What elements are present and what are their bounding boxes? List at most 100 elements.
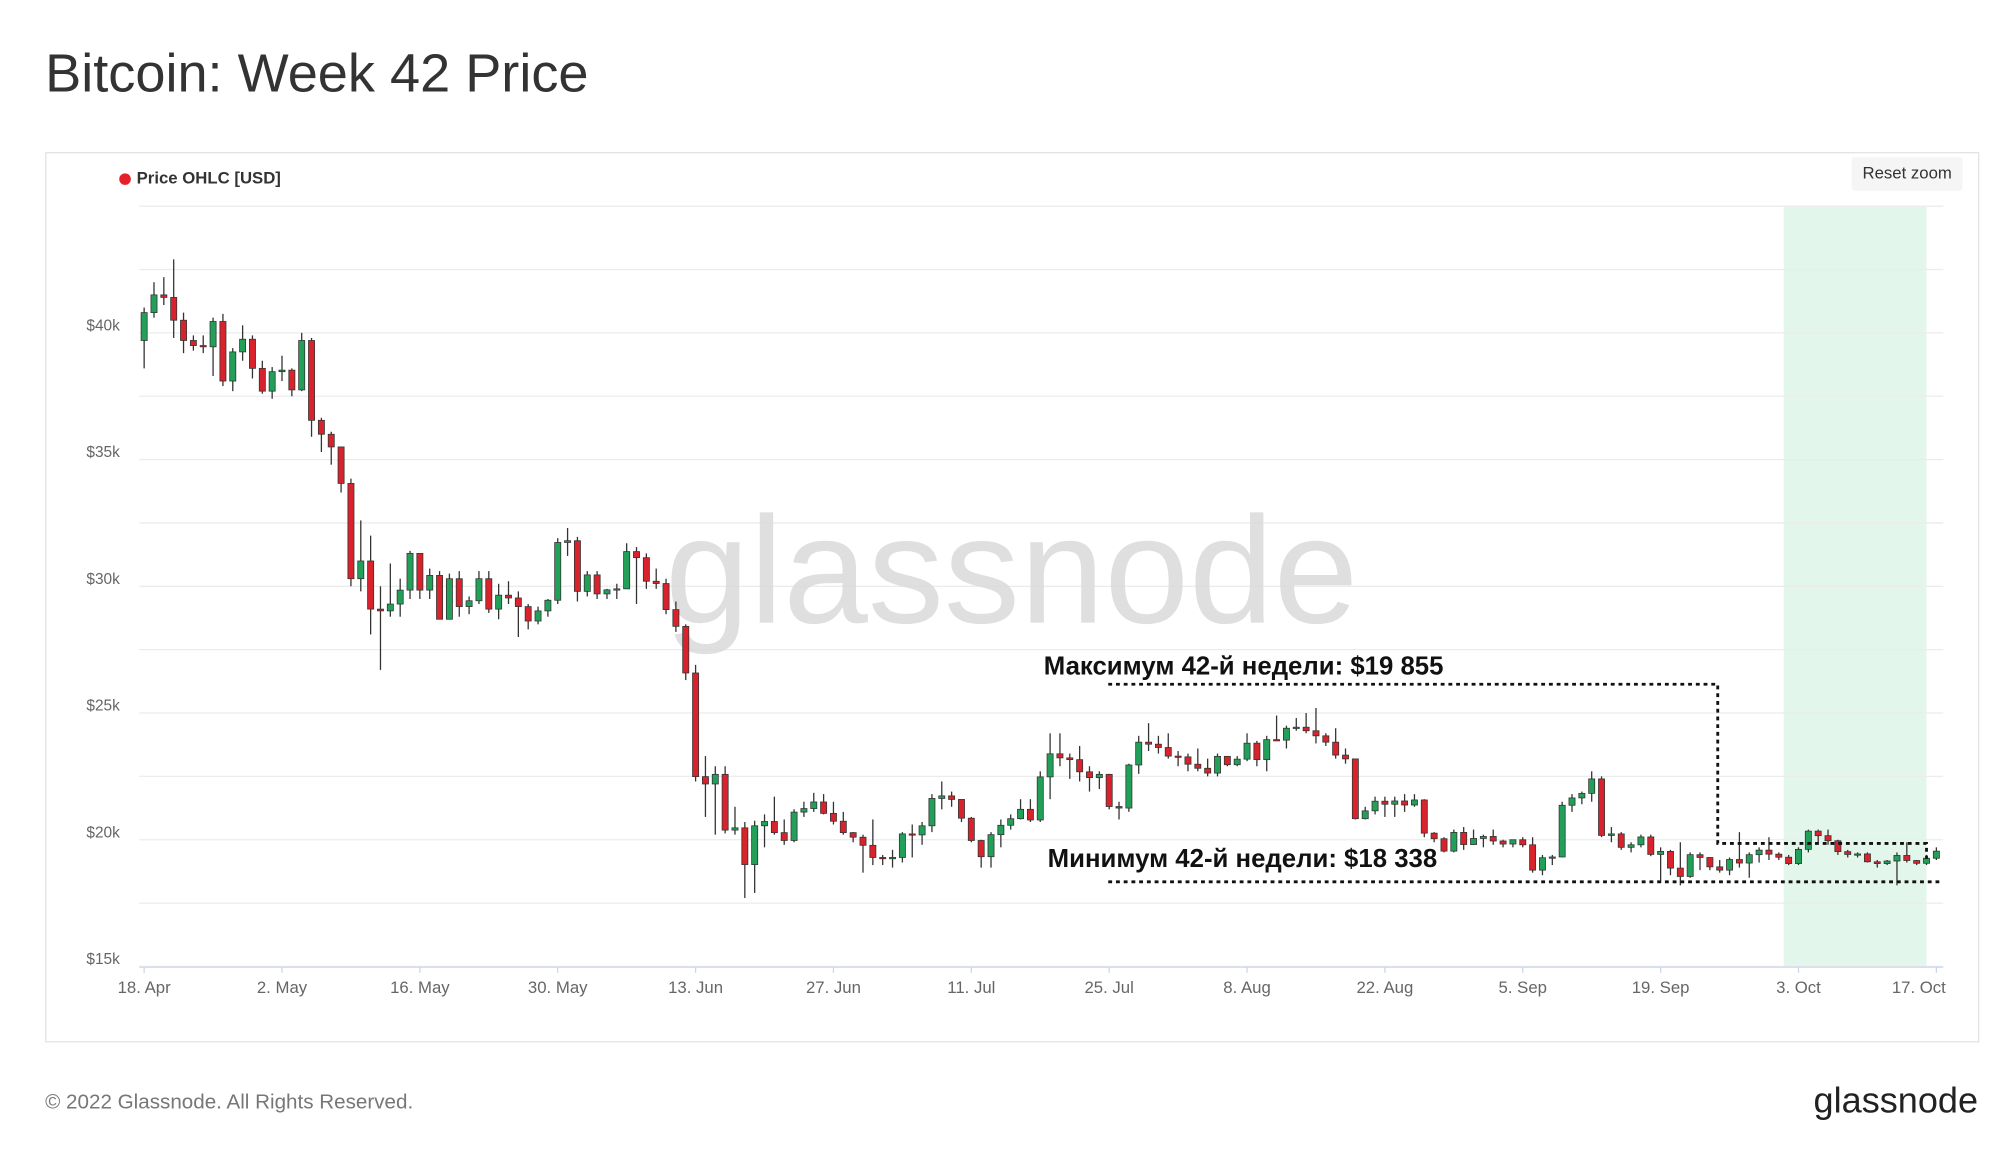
candle-body (1361, 810, 1369, 820)
candle-body (711, 773, 719, 785)
annotation-line (1108, 682, 1928, 859)
candle-body (1450, 831, 1458, 852)
candle-body (1824, 835, 1832, 842)
candle-body (1923, 857, 1930, 864)
candle-body (1873, 861, 1881, 864)
candle-body (1676, 867, 1684, 877)
candle-body (859, 836, 867, 846)
candle-body (150, 294, 158, 313)
candle-body (1489, 836, 1497, 842)
candle-body (199, 345, 207, 348)
candle-body (170, 297, 178, 321)
candle-body (1263, 739, 1271, 761)
candle-body (721, 773, 729, 831)
candle-body (879, 857, 887, 860)
candle-body (849, 832, 857, 838)
candle-body (396, 589, 404, 605)
candle-body (524, 606, 532, 622)
candle-body (1391, 800, 1399, 805)
candle-body (258, 367, 266, 392)
candle-body (1509, 839, 1517, 845)
candle-body (761, 821, 768, 827)
candle-body (1657, 851, 1665, 855)
candle-body (1056, 753, 1064, 759)
x-tick-label: 22. Aug (1356, 978, 1413, 997)
candle-body (623, 551, 631, 590)
candle-body (495, 594, 503, 610)
x-tick-label: 5. Sep (1499, 978, 1547, 997)
candle-body (426, 575, 434, 591)
candle-body (1795, 848, 1802, 864)
candle-body (445, 578, 453, 620)
x-tick-label: 25. Jul (1085, 978, 1134, 997)
candle-body (1667, 851, 1674, 869)
candle-body (908, 833, 916, 836)
candle-body (288, 369, 296, 391)
candle-body (160, 294, 168, 298)
candle-body (189, 340, 197, 346)
candle-body (1844, 851, 1852, 855)
candle-body (377, 608, 384, 612)
candle-body (1539, 857, 1546, 871)
candle-body (1637, 836, 1645, 846)
candle-body (1903, 855, 1911, 861)
candle-body (229, 351, 237, 382)
candle-body (958, 799, 965, 819)
candle-body (1627, 844, 1635, 848)
y-tick-label: $25k (86, 698, 120, 715)
legend-label[interactable]: Price OHLC [USD] (137, 169, 281, 188)
candle-body (820, 801, 828, 814)
candle-body (938, 795, 946, 799)
x-tick-label: 11. Jul (947, 978, 995, 997)
candle-body (780, 832, 788, 841)
candle-body (249, 338, 256, 369)
candle-body (1194, 763, 1202, 769)
candle-body (1686, 854, 1694, 877)
candle-body (1007, 818, 1015, 826)
x-tick-label: 3. Oct (1776, 978, 1821, 997)
candle-body (1647, 836, 1655, 855)
candle-body (1785, 856, 1793, 864)
candle-body (1499, 840, 1507, 845)
candle-body (1204, 767, 1212, 774)
candle-body (1932, 850, 1940, 859)
annotation-label: Минимум 42-й недели: $18 338 (1048, 845, 1438, 873)
candle-body (416, 552, 424, 591)
x-tick-label: 16. May (390, 978, 450, 997)
candle-body (741, 827, 749, 865)
y-tick-label: $30k (86, 571, 120, 588)
candle-body (918, 825, 926, 836)
footer-logo: glassnode (1814, 1080, 1978, 1121)
candle-body (1470, 838, 1477, 845)
x-tick-label: 19. Sep (1632, 978, 1690, 997)
candle-body (505, 594, 512, 599)
legend-marker (119, 173, 131, 185)
candle-body (1026, 808, 1034, 821)
y-tick-label: $20k (86, 824, 120, 841)
y-tick-label: $35k (86, 444, 120, 461)
candle-body (1883, 860, 1891, 864)
candle-body (1411, 799, 1418, 806)
candle-body (1617, 833, 1625, 848)
candle-body (1086, 771, 1093, 779)
x-tick-label: 30. May (528, 978, 588, 997)
candle-body (534, 610, 542, 622)
candle-body (1716, 866, 1724, 871)
candle-body (1607, 833, 1615, 836)
reset-zoom-label[interactable]: Reset zoom (1862, 163, 1951, 182)
candle-body (268, 371, 276, 392)
candle-body (386, 603, 394, 612)
candle-body (830, 812, 837, 822)
candle-body (1046, 753, 1054, 778)
candle-body (573, 540, 581, 592)
reset-zoom-button[interactable] (1851, 157, 1963, 191)
candle-body (1312, 730, 1320, 737)
candle-body (593, 574, 601, 595)
candle-body (1223, 755, 1231, 766)
candle-body (1401, 800, 1409, 806)
candle-body (1598, 778, 1605, 836)
candle-body (209, 321, 217, 348)
candle-body (1135, 741, 1143, 766)
candle-body (1420, 799, 1428, 834)
